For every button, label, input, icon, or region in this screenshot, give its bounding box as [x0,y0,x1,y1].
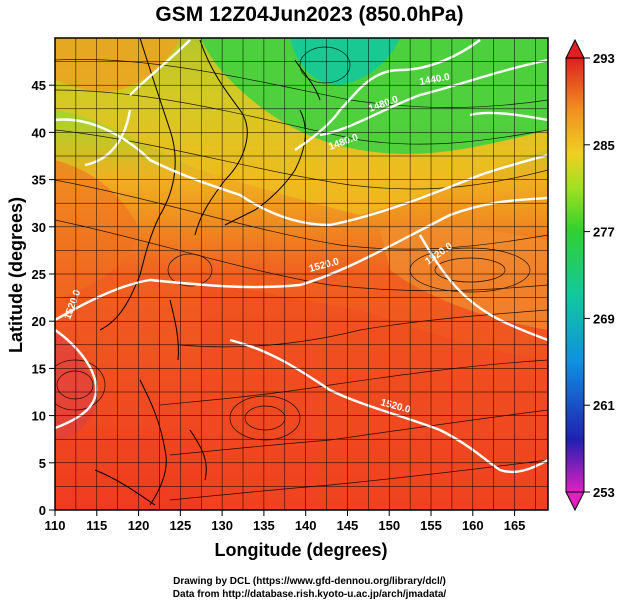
colorbar-top-arrow [565,38,585,59]
colorbar-tick-label: 253 [593,485,615,500]
x-tick-label: 135 [253,518,275,533]
colorbar-tick-label: 293 [593,51,615,66]
colorbar-tick-label: 285 [593,138,615,153]
map-title: GSM 12Z04Jun2023 (850.0hPa) [155,3,464,26]
x-tick-label: 145 [337,518,359,533]
grid-lines [54,37,548,511]
colorbar-scale [565,57,585,493]
x-tick-label: 160 [462,518,484,533]
x-tick-label: 110 [45,518,66,533]
x-axis-title: Longitude (degrees) [214,540,387,560]
x-tick-label: 140 [295,518,317,533]
y-tick-label: 35 [32,173,46,188]
credit-data: Data from http://database.rish.kyoto-u.a… [172,589,447,600]
colorbar-ticks: 253 261 269 277 285 293 [584,51,615,500]
coastlines [94,38,321,506]
x-tick-label: 125 [169,518,191,533]
colorbar-tick-label: 269 [593,311,615,326]
y-axis-ticks: 0 5 10 15 20 25 30 35 40 45 [32,78,55,518]
x-tick-label: 165 [504,518,526,533]
x-tick-label: 130 [211,518,233,533]
y-tick-label: 15 [32,361,46,376]
y-tick-label: 45 [32,78,46,93]
y-tick-label: 20 [32,314,46,329]
contour-label: 1440.0 [419,72,451,88]
x-tick-label: 150 [378,518,400,533]
colorbar-bottom-arrow [565,491,585,512]
y-axis-title: Latitude (degrees) [6,197,26,353]
x-tick-label: 155 [420,518,442,533]
x-tick-label: 120 [128,518,150,533]
y-tick-label: 10 [32,409,46,424]
colorbar: 253 261 269 277 285 293 [565,38,615,512]
y-tick-label: 40 [32,125,46,140]
x-axis-ticks: 110 115 120 125 130 135 140 145 150 155 160 165 [45,510,526,533]
credits: Drawing by DCL (https://www.gfd-dennou.o… [0,575,619,601]
y-tick-label: 25 [32,267,46,282]
y-tick-label: 5 [39,456,46,471]
x-tick-label: 115 [86,518,107,533]
colorbar-tick-label: 277 [593,225,615,240]
height-contours [55,39,548,474]
y-tick-label: 0 [39,503,46,518]
credit-drawing: Drawing by DCL (https://www.gfd-dennou.o… [173,576,446,587]
colorbar-tick-label: 261 [593,398,615,413]
y-tick-label: 30 [32,220,46,235]
streamlines [55,46,548,501]
